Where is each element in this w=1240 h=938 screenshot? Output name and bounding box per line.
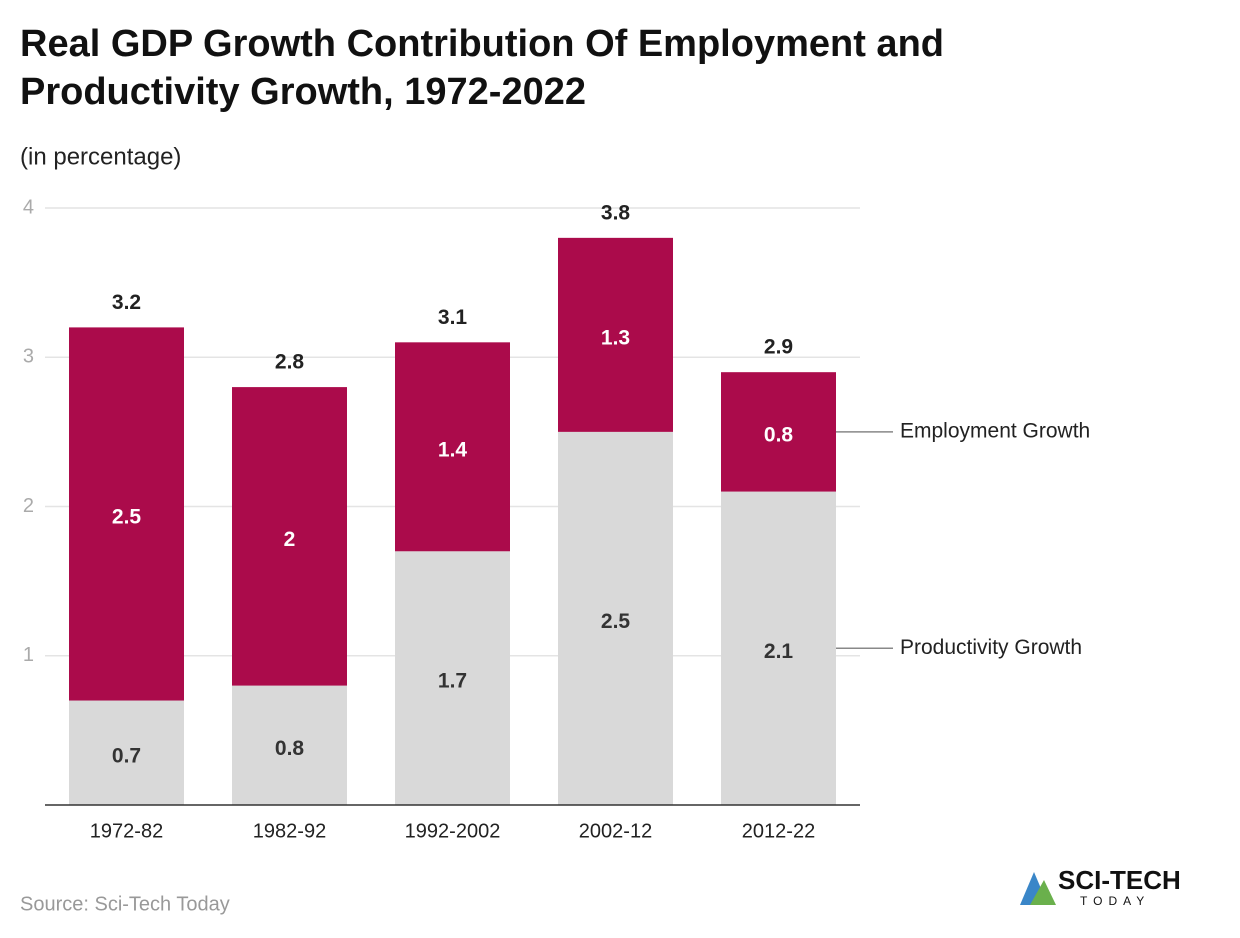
y-tick-label: 1 — [23, 644, 34, 666]
bar-segment — [395, 551, 510, 805]
data-label: 2.5 — [112, 506, 142, 529]
logo-tagline: TODAY — [1080, 894, 1150, 908]
total-label: 2.9 — [764, 336, 793, 359]
x-tick-label: 1992-2002 — [405, 820, 501, 842]
x-tick-label: 2012-22 — [742, 820, 815, 842]
bar-segment — [232, 685, 347, 805]
y-tick-label: 3 — [23, 346, 34, 368]
bar-segment — [721, 491, 836, 805]
bar-segment — [232, 387, 347, 686]
logo-icon — [1030, 880, 1056, 905]
x-tick-label: 2002-12 — [579, 820, 652, 842]
y-tick-label: 4 — [23, 196, 34, 218]
legend-label: Productivity Growth — [900, 636, 1082, 659]
bar-segment — [69, 700, 184, 805]
total-label: 2.8 — [275, 351, 305, 374]
total-label: 3.2 — [112, 291, 141, 314]
total-label: 3.1 — [438, 306, 468, 329]
bar-segment — [69, 327, 184, 701]
x-tick-label: 1982-92 — [253, 820, 326, 842]
logo: SCI-TECH TODAY — [1020, 865, 1181, 908]
chart-title: Real GDP Growth Contribution Of Employme… — [20, 23, 944, 113]
logo-name: SCI-TECH — [1058, 865, 1181, 895]
data-label: 2.5 — [601, 610, 631, 633]
legend-label: Employment Growth — [900, 419, 1090, 442]
bar-segment — [395, 342, 510, 552]
data-label: 0.7 — [112, 744, 141, 767]
total-label: 3.8 — [601, 201, 631, 224]
bar-segment — [558, 431, 673, 805]
y-tick-label: 2 — [23, 495, 34, 517]
title-box: Real GDP Growth Contribution Of Employme… — [20, 23, 944, 113]
data-label: 1.4 — [438, 438, 468, 461]
data-label: 2 — [284, 528, 296, 551]
data-label: 1.3 — [601, 326, 630, 349]
bar-segment — [721, 372, 836, 492]
chart-subtitle: (in percentage) — [20, 143, 181, 170]
data-label: 1.7 — [438, 670, 467, 693]
data-label: 0.8 — [764, 423, 794, 446]
bar-segment — [558, 237, 673, 432]
source: Source: Sci-Tech Today — [20, 893, 230, 915]
x-tick-label: 1972-82 — [90, 820, 163, 842]
data-label: 2.1 — [764, 640, 794, 663]
data-label: 0.8 — [275, 737, 305, 760]
